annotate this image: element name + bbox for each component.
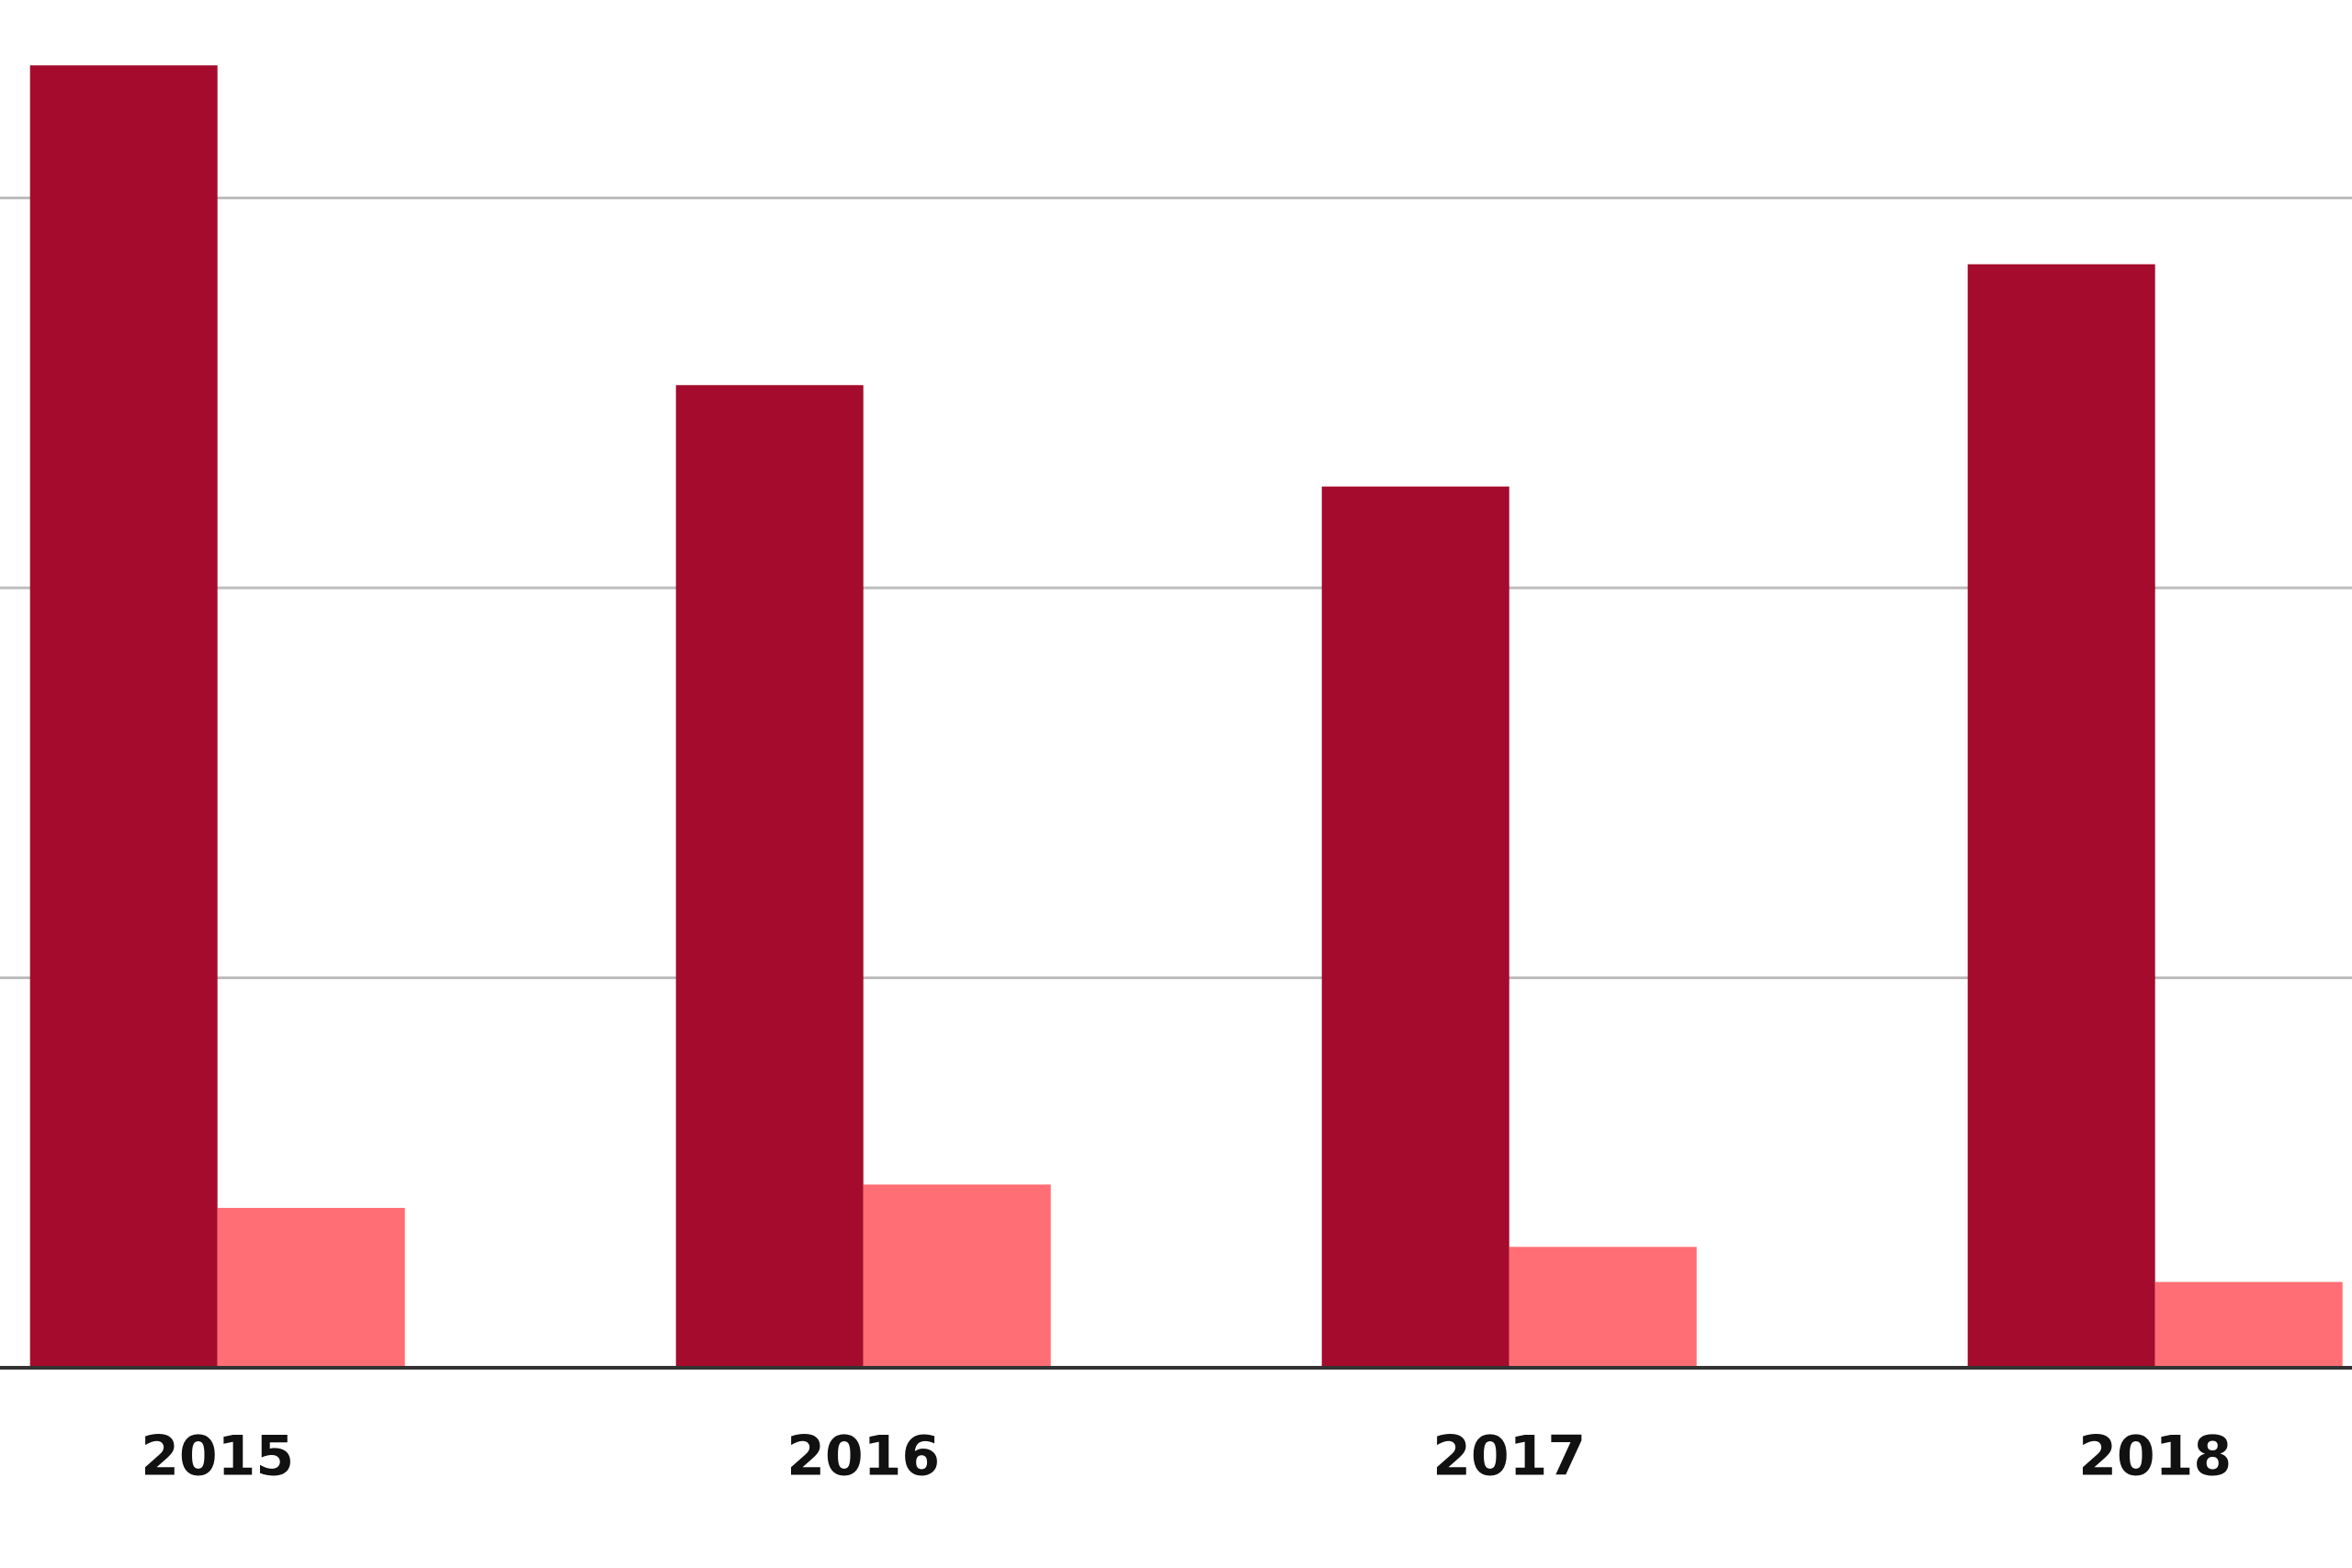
bar [217,1207,405,1368]
bar [863,1184,1051,1368]
bar [1967,264,2155,1368]
x-tick-label: 2016 [786,1425,940,1489]
x-tick-label: 2017 [1432,1425,1586,1489]
bar [1321,486,1510,1368]
x-tick-label: 2018 [2078,1425,2232,1489]
bar [29,65,218,1368]
bar [1509,1247,1697,1368]
bar [2154,1281,2343,1368]
bar [675,385,864,1368]
x-tick-label: 2015 [141,1425,294,1489]
